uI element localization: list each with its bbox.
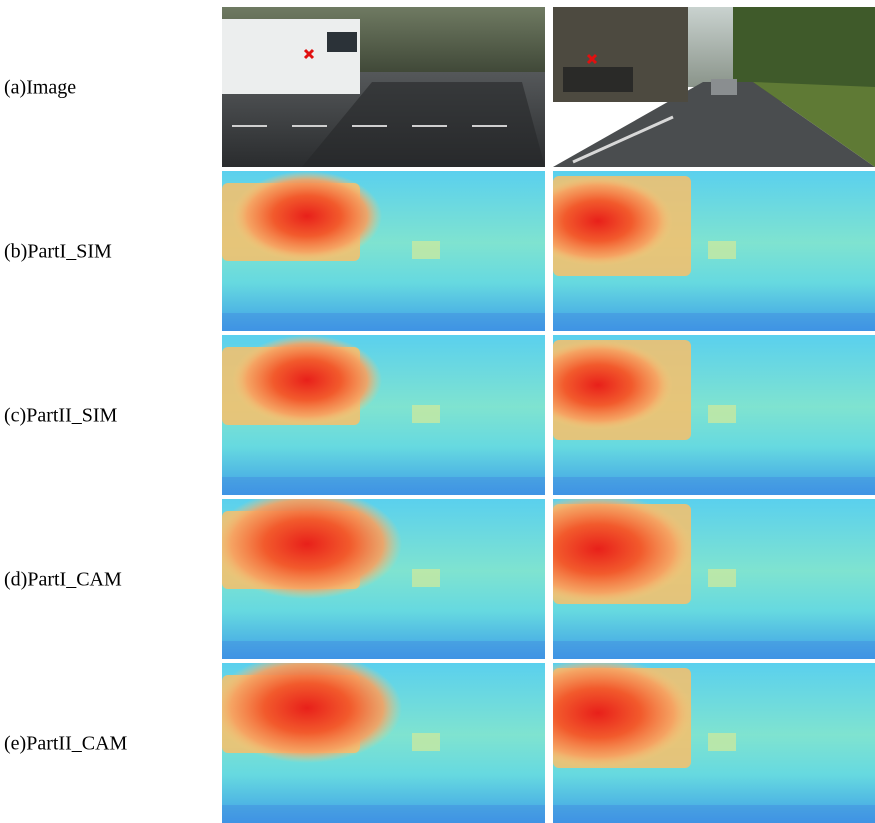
hot-spot [212, 489, 402, 599]
heatmap [212, 653, 545, 823]
lane-mark [412, 125, 447, 127]
low-band [553, 641, 875, 659]
panel-content [523, 171, 875, 331]
car-region [412, 569, 440, 587]
low-band [553, 313, 875, 331]
heatmap [523, 171, 875, 331]
heatmap [503, 658, 875, 823]
hot-spot [523, 176, 673, 266]
heatmap [523, 335, 875, 495]
row-label: (d)PartI_CAM [4, 569, 122, 591]
panel-content [222, 171, 545, 331]
panel-content [222, 7, 545, 167]
heatmap [222, 171, 545, 331]
heatmap [222, 335, 545, 495]
lane-mark [352, 125, 387, 127]
lane-mark [472, 125, 507, 127]
hot-spot [212, 653, 402, 763]
truck [222, 19, 360, 94]
low-band [222, 313, 545, 331]
lane-mark [292, 125, 327, 127]
car-region [708, 241, 736, 259]
panel-content [503, 494, 875, 659]
heatmap [503, 494, 875, 659]
low-band [553, 477, 875, 495]
low-band [222, 477, 545, 495]
photo [222, 7, 545, 167]
truck-grille [563, 67, 633, 92]
panel-content [553, 7, 875, 167]
heatmap [212, 489, 545, 659]
car [711, 79, 737, 95]
lane-mark [232, 125, 267, 127]
hot-spot [232, 171, 382, 261]
figure: (a)Image (b)PartI_SIM (c)PartII_SIM (d)Part… [0, 0, 875, 823]
truck-window [327, 32, 357, 52]
panel-content [212, 653, 545, 823]
row-label: (b)PartI_SIM [4, 241, 112, 263]
hot-spot [232, 335, 382, 425]
car-region [412, 405, 440, 423]
row-label: (c)PartII_SIM [4, 405, 118, 427]
hot-spot [523, 340, 673, 430]
low-band [222, 805, 545, 823]
car-region [412, 733, 440, 751]
car-region [708, 733, 736, 751]
car-region [708, 405, 736, 423]
panel-content [222, 335, 545, 495]
row-label: (e)PartII_CAM [4, 733, 128, 755]
panel-content [212, 489, 545, 659]
row-label: (a)Image [4, 77, 76, 99]
car-region [412, 241, 440, 259]
photo [553, 7, 875, 167]
low-band [222, 641, 545, 659]
low-band [553, 805, 875, 823]
panel-content [503, 658, 875, 823]
car-region [708, 569, 736, 587]
panel-content [523, 335, 875, 495]
